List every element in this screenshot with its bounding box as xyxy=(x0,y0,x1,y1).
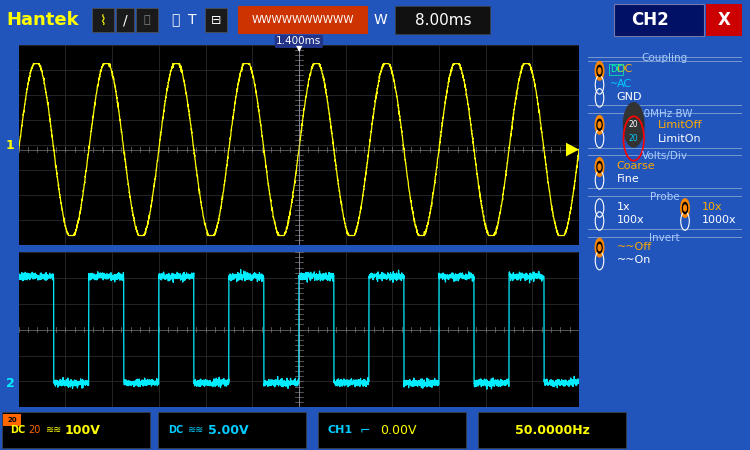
Text: ▼: ▼ xyxy=(296,44,302,53)
Text: GND: GND xyxy=(616,92,642,102)
Text: 8.00ms: 8.00ms xyxy=(415,13,471,28)
Text: 100V: 100V xyxy=(65,424,100,436)
Text: ⌐: ⌐ xyxy=(360,424,370,436)
Text: ⎍: ⎍ xyxy=(171,13,179,27)
Text: Hantek: Hantek xyxy=(6,11,79,29)
Polygon shape xyxy=(566,143,579,157)
Text: Coupling: Coupling xyxy=(641,54,688,63)
Text: 0.00V: 0.00V xyxy=(380,424,416,436)
Text: ≋≋: ≋≋ xyxy=(46,425,62,435)
Text: Coarse: Coarse xyxy=(616,161,656,171)
Text: T: T xyxy=(188,13,196,27)
Text: 1x: 1x xyxy=(616,202,630,212)
Bar xyxy=(92,8,114,32)
Circle shape xyxy=(681,199,689,217)
Text: 20MHz BW: 20MHz BW xyxy=(637,109,692,119)
Bar xyxy=(478,412,626,448)
Text: ~: ~ xyxy=(610,79,618,89)
Text: DC: DC xyxy=(10,425,26,435)
Circle shape xyxy=(597,162,602,172)
Bar xyxy=(2,412,150,448)
Text: ⬛: ⬛ xyxy=(144,15,150,25)
Text: W: W xyxy=(374,13,387,27)
Text: CH2: CH2 xyxy=(632,11,669,29)
Bar xyxy=(205,8,227,32)
Circle shape xyxy=(598,68,601,74)
Circle shape xyxy=(596,116,604,134)
Text: 20: 20 xyxy=(629,134,638,143)
Bar xyxy=(395,6,490,35)
Circle shape xyxy=(596,62,604,80)
Text: 5.00V: 5.00V xyxy=(208,424,248,436)
Text: 1.400ms: 1.400ms xyxy=(276,36,322,46)
Text: LimitOn: LimitOn xyxy=(658,134,701,144)
Text: Probe: Probe xyxy=(650,192,680,202)
Bar xyxy=(238,6,368,35)
Circle shape xyxy=(598,245,601,251)
Circle shape xyxy=(623,103,644,147)
Bar xyxy=(318,412,466,448)
Text: X: X xyxy=(718,11,730,29)
Circle shape xyxy=(596,238,604,257)
Bar xyxy=(706,4,742,36)
Bar xyxy=(136,8,158,32)
Text: WWWWWWWWWW: WWWWWWWWWW xyxy=(252,15,354,25)
Text: Volts/Div: Volts/Div xyxy=(641,152,688,162)
Text: Fine: Fine xyxy=(616,174,639,184)
Text: Invert: Invert xyxy=(650,233,680,243)
Bar xyxy=(158,412,306,448)
Text: 1: 1 xyxy=(5,139,14,152)
Text: 50.0000Hz: 50.0000Hz xyxy=(514,424,590,436)
Text: LimitOff: LimitOff xyxy=(658,120,702,130)
Text: 20: 20 xyxy=(28,425,40,435)
Text: ≋≋: ≋≋ xyxy=(188,425,204,435)
Circle shape xyxy=(684,205,686,211)
Circle shape xyxy=(597,65,602,77)
Text: ⊟: ⊟ xyxy=(211,14,221,27)
Text: 2: 2 xyxy=(5,378,14,391)
Circle shape xyxy=(597,119,602,130)
Text: 20: 20 xyxy=(629,120,638,129)
Bar xyxy=(3,414,21,426)
Text: 10x: 10x xyxy=(702,202,723,212)
Text: /: / xyxy=(123,13,128,27)
Text: DC: DC xyxy=(168,425,183,435)
Circle shape xyxy=(596,158,604,176)
Text: AC: AC xyxy=(616,79,632,89)
Text: CH1: CH1 xyxy=(328,425,353,435)
Text: 1000x: 1000x xyxy=(702,215,736,225)
Circle shape xyxy=(682,202,688,214)
Text: DC: DC xyxy=(610,65,622,74)
Circle shape xyxy=(598,122,601,128)
Text: ~~Off: ~~Off xyxy=(616,242,652,252)
Text: DC: DC xyxy=(616,64,633,74)
Bar xyxy=(116,8,134,32)
Text: ~~On: ~~On xyxy=(616,255,651,265)
Text: 100x: 100x xyxy=(616,215,644,225)
Text: 20: 20 xyxy=(8,417,16,423)
Circle shape xyxy=(597,242,602,253)
Circle shape xyxy=(598,164,601,170)
Text: ⌇: ⌇ xyxy=(100,13,106,27)
Bar xyxy=(614,4,704,36)
